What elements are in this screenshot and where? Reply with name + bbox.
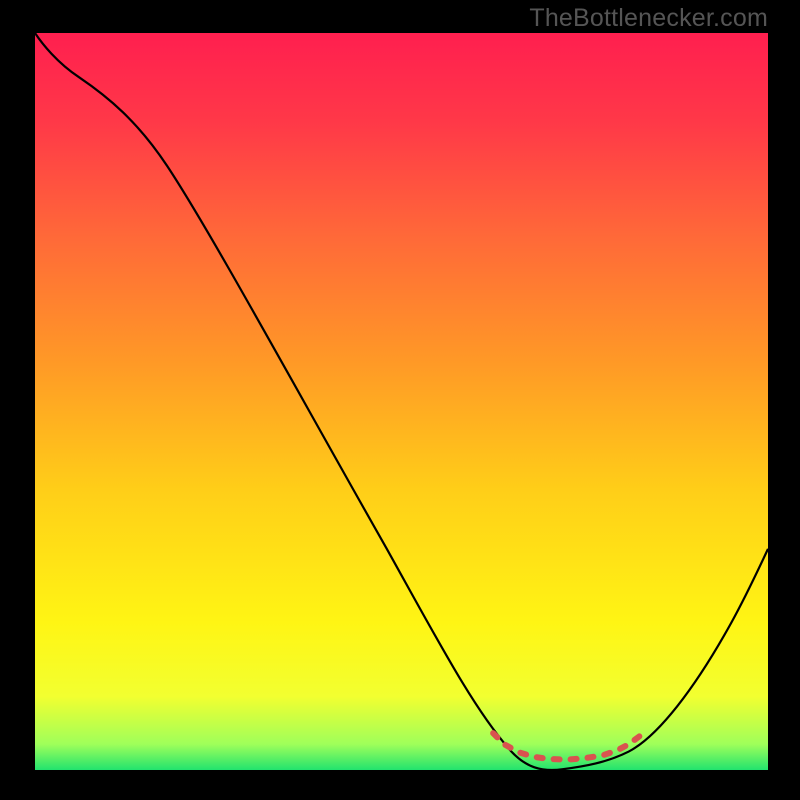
chart-curve [35,33,768,770]
chart-svg [0,0,800,800]
watermark-text: TheBottlenecker.com [529,4,768,33]
chart-root: TheBottlenecker.com [0,0,800,800]
